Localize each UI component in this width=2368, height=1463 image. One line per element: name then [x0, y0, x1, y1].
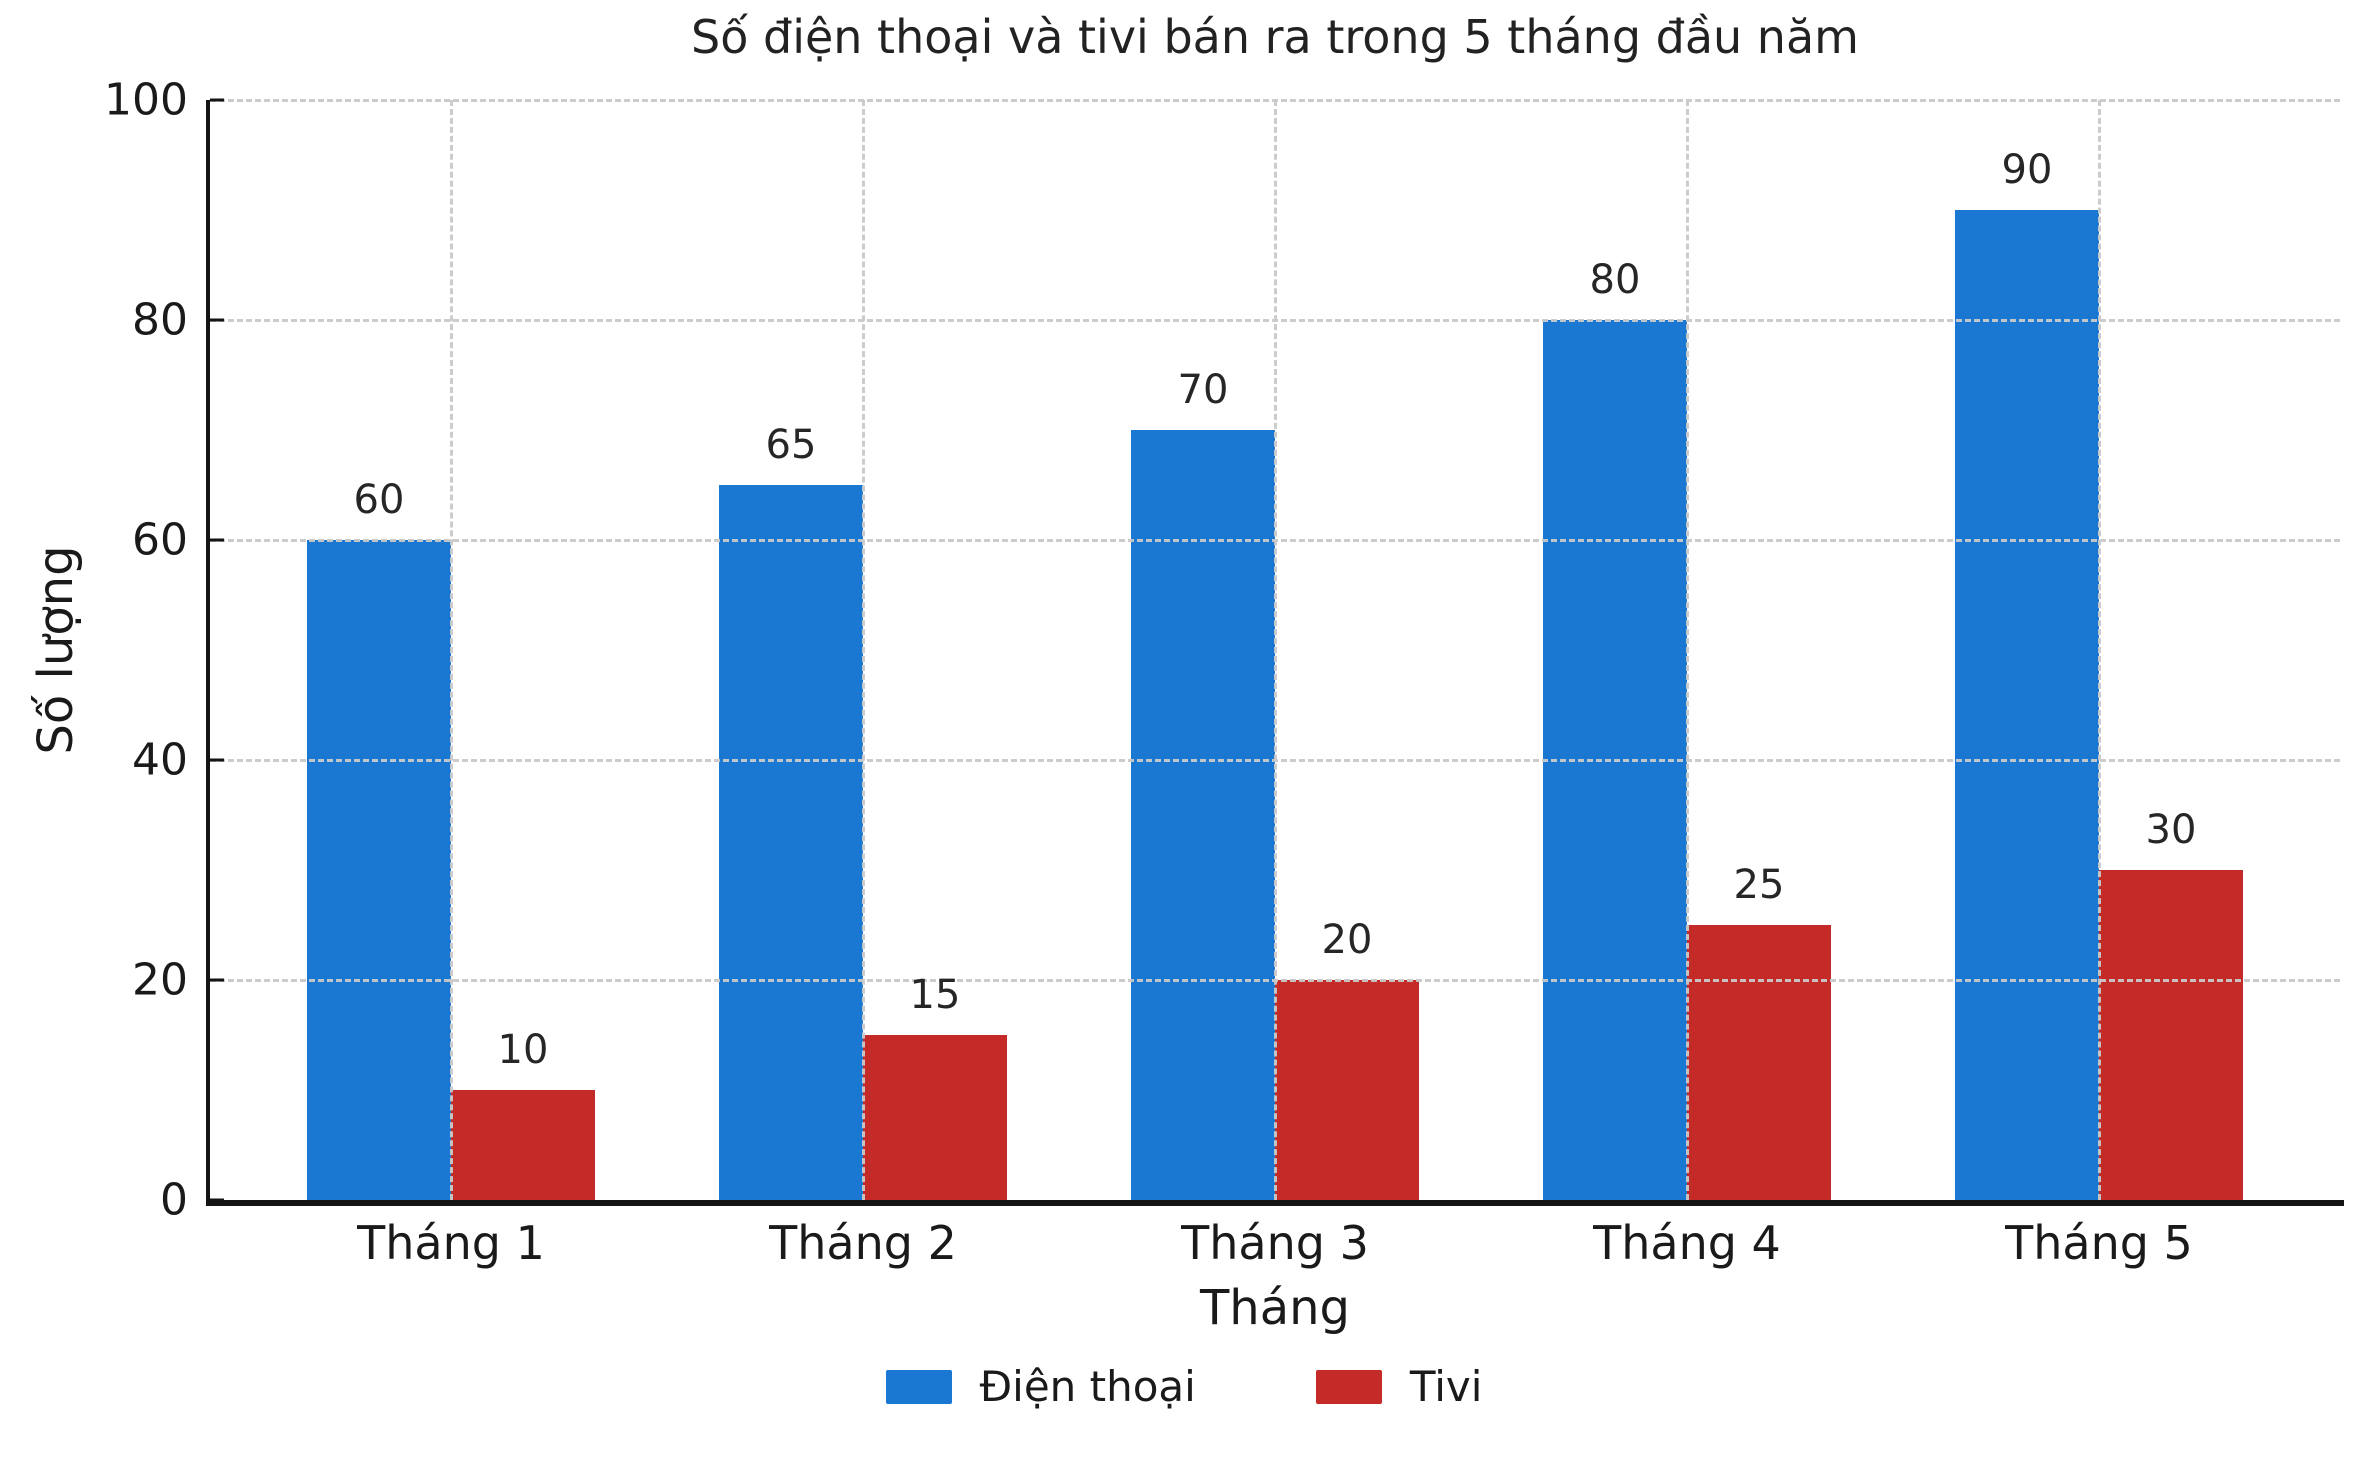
y-tick-label: 40 — [132, 734, 188, 786]
bar-value-label: 65 — [765, 422, 817, 468]
legend-label: Điện thoại — [979, 1362, 1196, 1411]
x-tick-label: Tháng 4 — [1593, 1216, 1781, 1270]
y-tick-label: 60 — [132, 514, 188, 566]
chart-title: Số điện thoại và tivi bán ra trong 5 thá… — [691, 10, 1859, 64]
y-tick-label: 80 — [132, 294, 188, 346]
bar-Tivi-Tháng 4 — [1686, 925, 1831, 1200]
v-gridline-1 — [450, 100, 453, 1200]
v-gridline-5 — [2097, 100, 2101, 1200]
bar-Điện thoại-Tháng 2 — [719, 485, 863, 1200]
x-tick-label: Tháng 5 — [2005, 1216, 2193, 1270]
y-axis-title: Số lượng — [28, 545, 84, 755]
bar-value-label: 10 — [497, 1027, 549, 1073]
x-tick-label: Tháng 1 — [357, 1216, 545, 1270]
bar-value-label: 20 — [1321, 917, 1373, 963]
legend-swatch — [1315, 1369, 1382, 1404]
x-tick-label: Tháng 3 — [1181, 1216, 1369, 1270]
v-gridline-2 — [862, 100, 865, 1200]
bar-value-label: 60 — [353, 477, 405, 523]
bar-value-label: 25 — [1733, 862, 1785, 908]
bar-Tivi-Tháng 1 — [451, 1090, 595, 1200]
x-axis-title: Tháng — [1199, 1280, 1351, 1336]
x-tick-label: Tháng 2 — [769, 1216, 957, 1270]
y-tick-mark-100 — [210, 98, 224, 102]
legend-item-Điện thoại: Điện thoại — [885, 1362, 1196, 1411]
y-tick-label: 100 — [104, 74, 188, 126]
y-tick-label: 0 — [160, 1174, 188, 1226]
plot-area: 60 65 70 80 90 10 15 20 25 30 — [206, 98, 2344, 1206]
bar-Điện thoại-Tháng 5 — [1954, 210, 2099, 1200]
legend-label: Tivi — [1409, 1362, 1483, 1411]
y-tick-mark-40 — [210, 758, 224, 762]
y-tick-mark-20 — [210, 978, 224, 982]
bar-Tivi-Tháng 2 — [863, 1035, 1007, 1200]
bar-Tivi-Tháng 3 — [1275, 980, 1419, 1200]
y-tick-mark-60 — [210, 538, 224, 542]
y-tick-label: 20 — [132, 954, 188, 1006]
bar-value-label: 30 — [2145, 807, 2197, 853]
x-axis-spine — [206, 1200, 2344, 1206]
v-gridline-4 — [1685, 100, 1689, 1200]
bar-Điện thoại-Tháng 1 — [307, 540, 451, 1200]
bar-Điện thoại-Tháng 3 — [1131, 430, 1275, 1200]
bar-value-label: 90 — [2001, 147, 2053, 193]
bar-value-label: 15 — [909, 972, 961, 1018]
v-gridline-3 — [1274, 100, 1277, 1200]
legend: Điện thoại Tivi — [0, 1362, 2368, 1411]
bar-Tivi-Tháng 5 — [2098, 870, 2243, 1200]
bar-value-label: 70 — [1177, 367, 1229, 413]
y-axis-spine — [206, 100, 210, 1205]
legend-swatch — [885, 1369, 952, 1404]
legend-item-Tivi: Tivi — [1315, 1362, 1483, 1411]
y-tick-mark-80 — [210, 318, 224, 322]
bar-value-label: 80 — [1589, 257, 1641, 303]
